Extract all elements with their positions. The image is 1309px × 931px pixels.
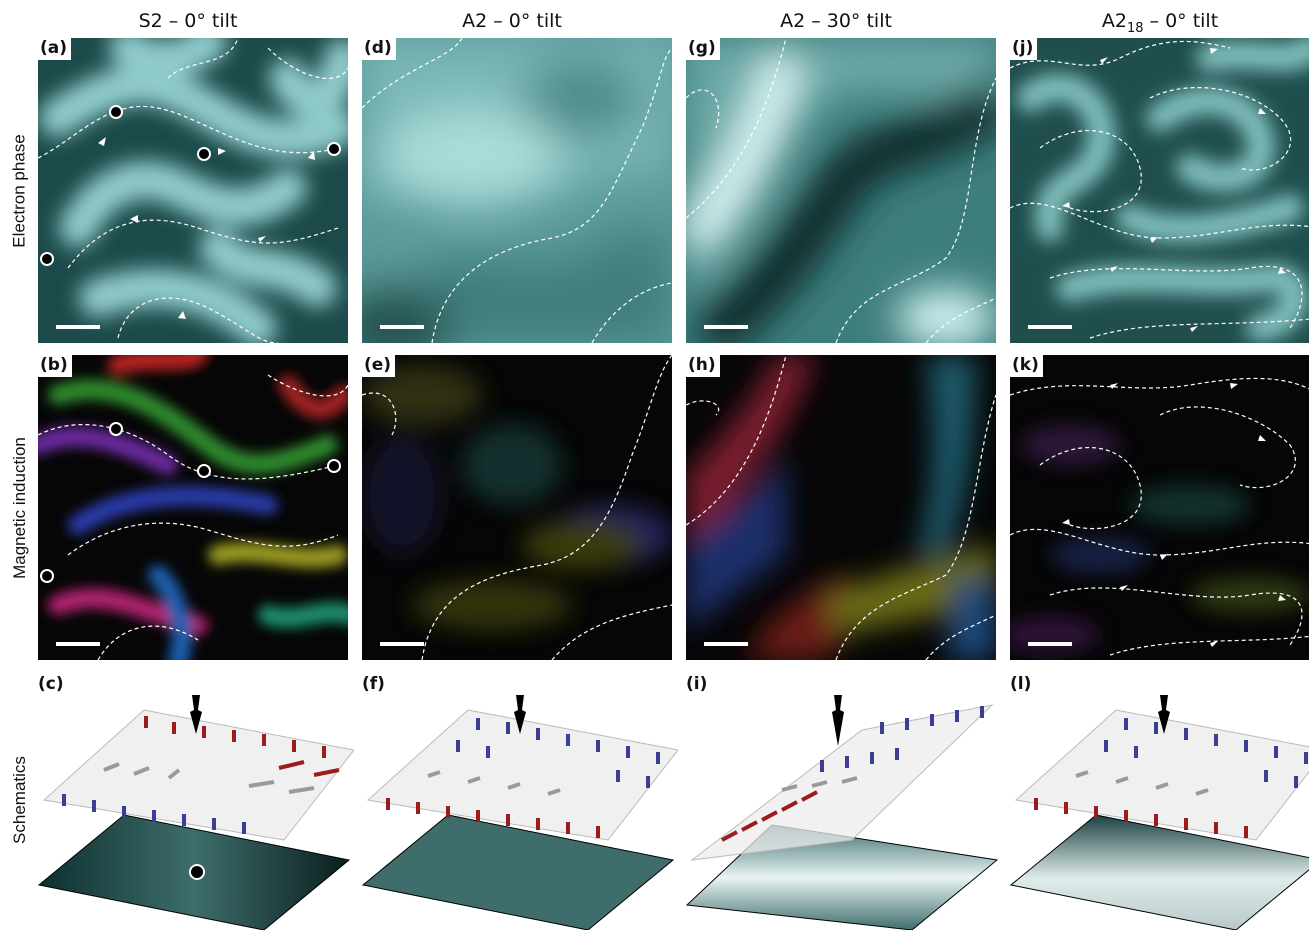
panel-label-a: (a) xyxy=(38,38,72,60)
column-title-a2-30deg: A2 – 30° tilt xyxy=(780,10,892,32)
column-title-a2-0deg: A2 – 0° tilt xyxy=(462,10,562,32)
scale-bar xyxy=(380,642,424,646)
panel-label-f: (f) xyxy=(362,674,385,694)
panel-d-phase: (d) xyxy=(362,38,672,343)
phase-image-d xyxy=(362,38,672,343)
panel-label-h: (h) xyxy=(686,355,720,377)
title-subscript: 18 xyxy=(1126,20,1144,36)
schematic-i xyxy=(682,690,1002,930)
panel-k-induction: (k) xyxy=(1010,355,1309,660)
vortex-markers xyxy=(40,105,341,266)
panel-j-phase: (j) xyxy=(1010,38,1309,343)
scale-bar xyxy=(380,325,424,329)
scale-bar xyxy=(704,325,748,329)
column-title-a218-0deg: A218 – 0° tilt xyxy=(1010,10,1309,36)
title-rest: – 0° tilt xyxy=(1143,10,1219,32)
schematic-f-drawing xyxy=(361,695,678,930)
phase-image-a xyxy=(38,38,348,343)
panel-label-d: (d) xyxy=(362,38,396,60)
panel-h-induction: (h) xyxy=(686,355,996,660)
panel-label-g: (g) xyxy=(686,38,720,60)
schematic-f xyxy=(358,690,678,930)
scale-bar xyxy=(56,642,100,646)
panel-a-phase: (a) xyxy=(38,38,348,343)
induction-image-h xyxy=(686,355,996,660)
panel-b-induction: (b) xyxy=(38,355,348,660)
induction-image-b xyxy=(38,355,348,660)
phase-image-g xyxy=(686,38,996,343)
panel-label-b: (b) xyxy=(38,355,72,377)
title-base: A2 xyxy=(1101,10,1127,32)
schematic-i-drawing xyxy=(685,695,999,930)
panel-label-l: (l) xyxy=(1010,674,1032,694)
phase-image-j xyxy=(1010,38,1309,343)
panel-g-phase: (g) xyxy=(686,38,996,343)
spin-arrows xyxy=(62,716,340,834)
schematic-l xyxy=(1006,690,1309,930)
induction-image-e xyxy=(362,355,672,660)
schematic-l-drawing xyxy=(1009,695,1309,930)
column-title-s2-0deg: S2 – 0° tilt xyxy=(138,10,238,32)
row-label-magnetic-induction: Magnetic induction xyxy=(10,436,30,579)
panel-e-induction: (e) xyxy=(362,355,672,660)
scale-bar xyxy=(1028,325,1072,329)
panel-label-e: (e) xyxy=(362,355,396,377)
schematic-c xyxy=(34,690,354,930)
panel-label-i: (i) xyxy=(686,674,708,694)
panel-label-k: (k) xyxy=(1010,355,1043,377)
row-label-electron-phase: Electron phase xyxy=(10,133,29,248)
panel-label-c: (c) xyxy=(38,674,64,694)
scale-bar xyxy=(56,325,100,329)
panel-label-j: (j) xyxy=(1010,38,1038,60)
scale-bar xyxy=(704,642,748,646)
schematic-c-drawing xyxy=(37,695,354,930)
scale-bar xyxy=(1028,642,1072,646)
induction-image-k xyxy=(1010,355,1309,660)
